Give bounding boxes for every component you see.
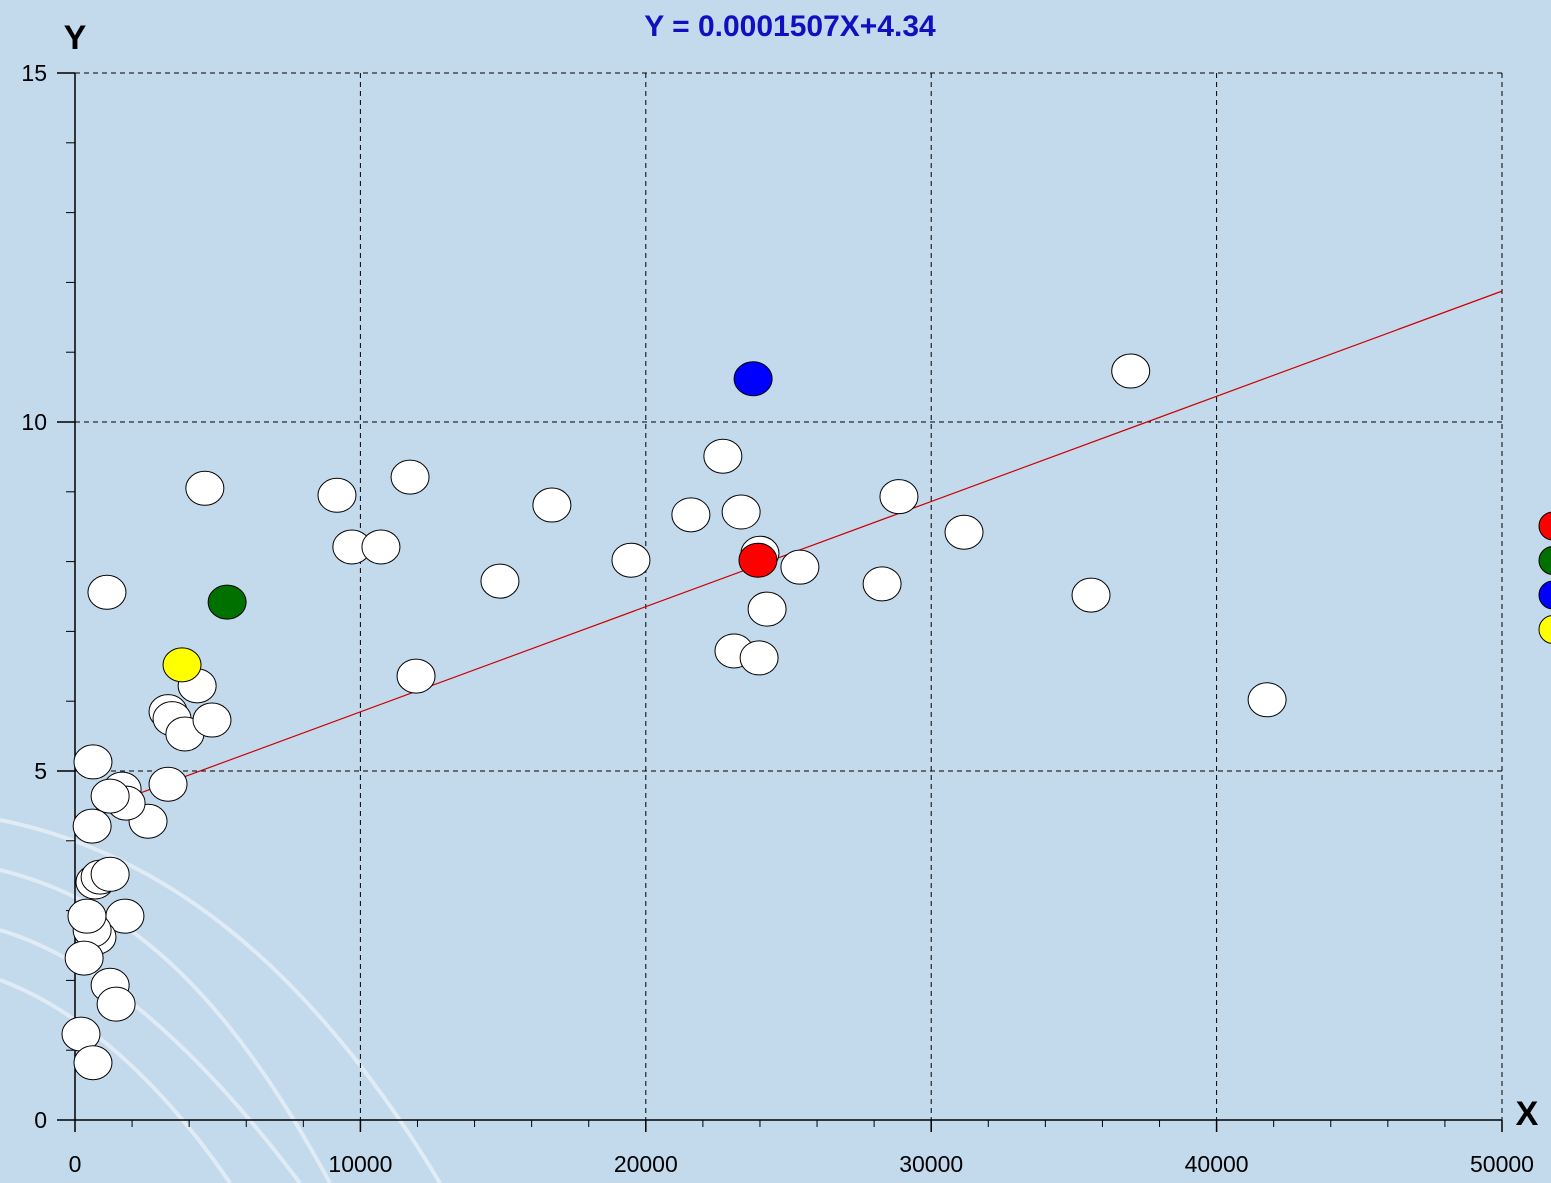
- scatter-point: [739, 543, 777, 577]
- scatter-point: [722, 495, 760, 529]
- scatter-point: [186, 471, 224, 505]
- scatter-point: [481, 564, 519, 598]
- x-tick-label: 10000: [328, 1151, 392, 1177]
- scatter-point: [781, 550, 819, 584]
- scatter-point: [149, 767, 187, 801]
- legend-marker: [1539, 616, 1551, 644]
- x-tick-label: 40000: [1185, 1151, 1249, 1177]
- page: {"chart_data": {"type": "scatter", "titl…: [0, 0, 1551, 1183]
- y-tick-label: 15: [21, 60, 47, 86]
- x-tick-label: 0: [69, 1151, 82, 1177]
- x-axis-label: X: [1516, 1095, 1539, 1133]
- scatter-point: [65, 941, 103, 975]
- scatter-point: [1072, 578, 1110, 612]
- scatter-point: [208, 585, 246, 619]
- scatter-point: [672, 498, 710, 532]
- scatter-point: [193, 703, 231, 737]
- legend-marker: [1539, 547, 1551, 575]
- x-tick-label: 50000: [1470, 1151, 1534, 1177]
- legend-marker: [1539, 512, 1551, 540]
- scatter-point: [97, 987, 135, 1021]
- x-tick-label: 30000: [899, 1151, 963, 1177]
- scatter-point: [533, 488, 571, 522]
- legend-marker: [1539, 581, 1551, 609]
- scatter-point: [74, 745, 112, 779]
- scatter-point: [612, 543, 650, 577]
- scatter-point: [740, 641, 778, 675]
- scatter-point: [391, 460, 429, 494]
- scatter-point: [73, 809, 111, 843]
- scatter-point: [74, 1046, 112, 1080]
- x-tick-label: 20000: [614, 1151, 678, 1177]
- scatter-point: [863, 567, 901, 601]
- scatter-point: [318, 478, 356, 512]
- scatter-point: [68, 899, 106, 933]
- scatter-point: [1112, 354, 1150, 388]
- scatter-point: [734, 362, 772, 396]
- y-tick-label: 0: [34, 1107, 47, 1133]
- scatter-point: [880, 480, 918, 514]
- scatter-point: [362, 530, 400, 564]
- chart: Y = 0.0001507X+4.34 Y X 0 10000 20000 30000…: [0, 0, 1551, 1183]
- scatter-point: [163, 648, 201, 682]
- scatter-point: [945, 515, 983, 549]
- scatter-point: [1248, 683, 1286, 717]
- y-tick-label: 10: [21, 409, 47, 435]
- scatter-point: [748, 592, 786, 626]
- y-axis-label: Y: [64, 19, 87, 57]
- scatter-point: [91, 779, 129, 813]
- y-tick-label: 5: [34, 758, 47, 784]
- chart-title: Y = 0.0001507X+4.34: [644, 10, 936, 43]
- scatter-point: [91, 857, 129, 891]
- background-decoration: [0, 820, 440, 1183]
- scatter-point: [88, 575, 126, 609]
- scatter-point: [704, 439, 742, 473]
- scatter-point: [397, 659, 435, 693]
